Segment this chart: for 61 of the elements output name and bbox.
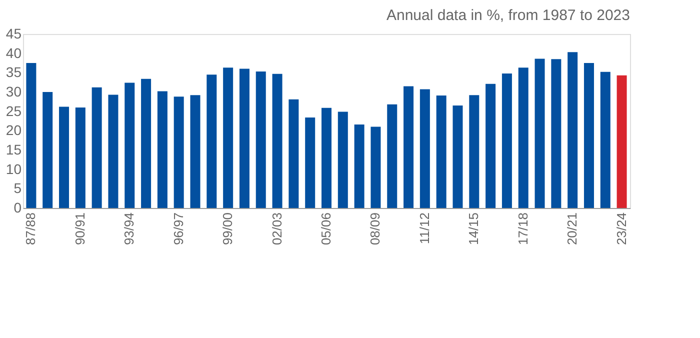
x-tick-label: 14/15: [466, 212, 482, 246]
bar: [75, 107, 86, 208]
bar: [26, 63, 36, 208]
bar: [616, 75, 627, 208]
bar: [584, 63, 594, 208]
x-tick-label: 93/94: [122, 212, 137, 246]
x-tick-label: 90/91: [72, 212, 88, 246]
y-tick-label: 35: [6, 64, 22, 80]
bar: [223, 68, 234, 208]
bar: [206, 74, 217, 208]
bar: [568, 52, 578, 208]
bar: [502, 73, 512, 208]
x-tick-label: 23/24: [614, 212, 629, 246]
bar: [420, 89, 430, 208]
chart-title: Annual data in %, from 1987 to 2023: [386, 7, 630, 24]
bar: [288, 99, 299, 208]
bar: [174, 96, 184, 208]
bar: [108, 94, 118, 208]
bar: [190, 95, 200, 208]
bar: [92, 87, 102, 208]
bar: [42, 92, 53, 208]
bar: [256, 72, 266, 208]
y-tick-label: 30: [6, 84, 22, 100]
bar: [436, 95, 446, 208]
x-tick-label: 99/00: [220, 212, 236, 246]
bar: [141, 78, 152, 208]
bar: [272, 74, 282, 208]
x-tick-label: 17/18: [515, 212, 530, 246]
y-tick-label: 10: [6, 160, 22, 177]
x-tick-label: 05/06: [318, 212, 334, 246]
y-tick-label: 20: [6, 122, 22, 138]
bar: [534, 58, 545, 208]
bar: [486, 84, 496, 208]
x-tick-label: 11/12: [416, 212, 432, 244]
x-tick-label: 20/21: [564, 212, 580, 246]
bar: [322, 108, 332, 208]
y-tick-label: 0: [14, 200, 22, 216]
x-tick-label: 08/09: [368, 212, 383, 246]
bar: [59, 106, 70, 208]
bar: [370, 126, 381, 208]
bar: [338, 112, 348, 208]
bar: [157, 91, 168, 208]
bar: [452, 106, 463, 208]
y-tick-label: 25: [6, 102, 22, 119]
bar: [404, 86, 414, 208]
y-tick-label: 40: [6, 44, 22, 61]
bar: [387, 104, 398, 208]
x-tick-label: 87/88: [23, 212, 38, 246]
bar: [239, 68, 250, 208]
bar: [354, 124, 364, 208]
bar: [551, 59, 562, 208]
bar: [305, 118, 316, 208]
y-tick-label: 45: [6, 26, 22, 42]
y-tick-label: 5: [14, 180, 22, 196]
bar: [600, 72, 610, 208]
y-tick-label: 15: [6, 142, 22, 158]
bar: [518, 68, 528, 208]
x-tick-label: 96/97: [170, 212, 186, 246]
x-tick-label: 02/03: [269, 212, 284, 246]
bar: [124, 82, 135, 208]
bar: [469, 95, 480, 208]
